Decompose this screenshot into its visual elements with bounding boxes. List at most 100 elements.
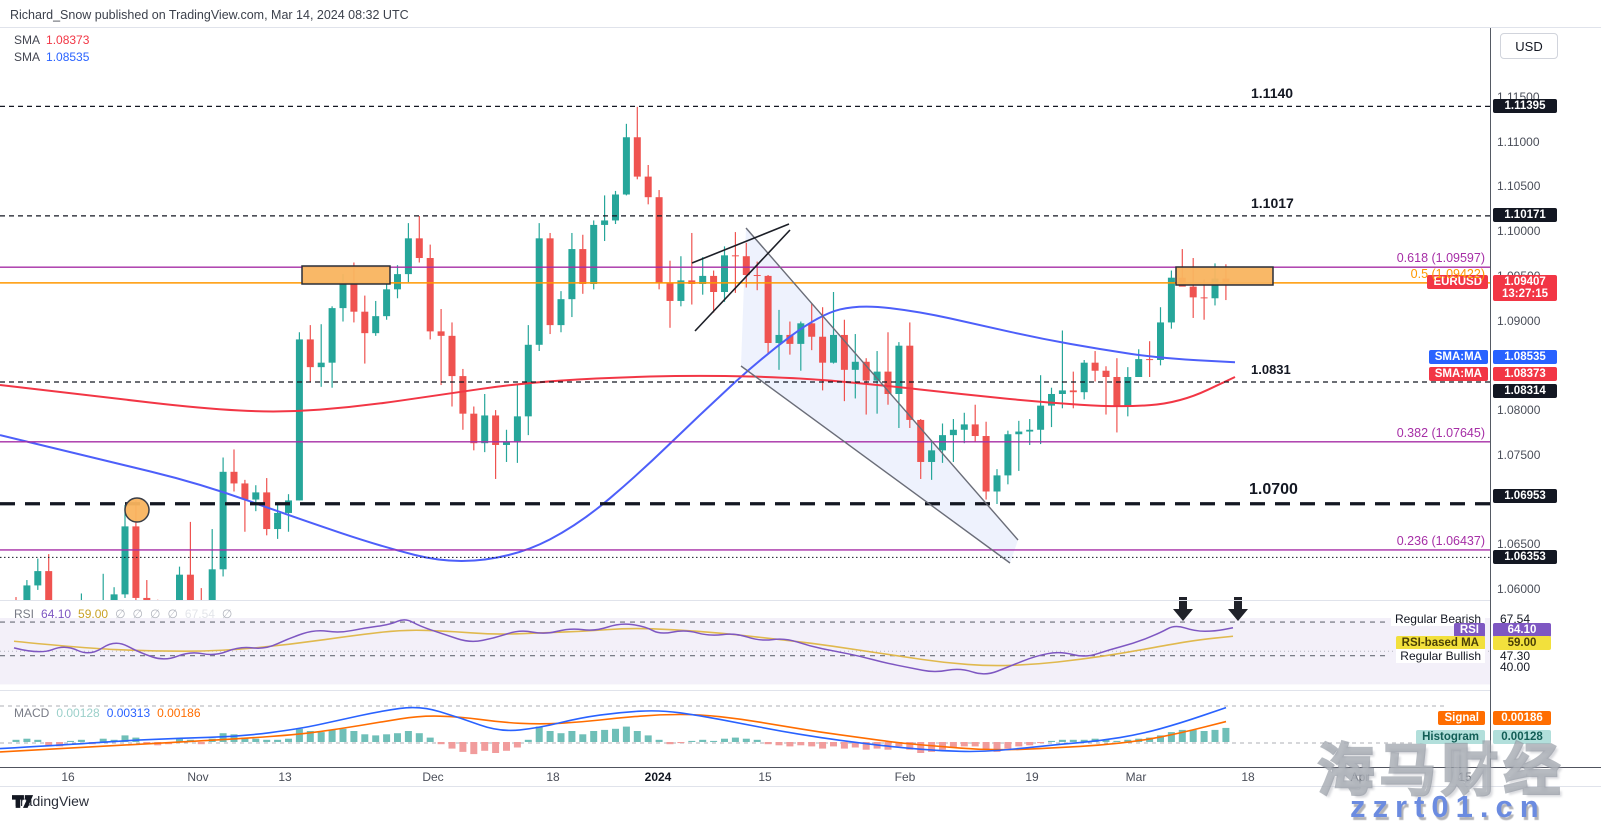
sma-legend-fast[interactable]: SMA 1.08373 [14,33,89,47]
candle [230,449,238,492]
time-axis-border [0,767,1601,768]
descending-channel-fill [741,228,1018,563]
macd-histogram-bar [830,742,837,747]
currency-toggle-button[interactable]: USD [1500,33,1558,59]
macd-histogram-bar [1124,739,1132,742]
candle [982,421,990,500]
macd-histogram-bar [699,739,707,742]
supply-zone-box[interactable] [301,265,391,285]
candle [459,368,467,430]
candle [317,324,325,387]
macd-histogram-bar [317,732,325,742]
macd-histogram-bar [1146,737,1154,742]
candle [1167,270,1175,329]
highlight-circle[interactable] [124,497,150,523]
candle-body [306,339,314,368]
price-scale-tick[interactable]: 1.09000 [1497,313,1541,328]
candle [775,309,783,370]
candle [764,275,772,354]
time-axis-label-18: 18 [546,770,560,784]
candle-body [1037,405,1045,430]
macd-histogram-bar [1015,742,1023,747]
candle [808,303,816,351]
price-scale-tick[interactable]: 1.06500 [1497,537,1541,552]
trendline[interactable] [691,223,790,264]
rsi-value: 64.10 [1493,623,1551,637]
candle [622,123,630,196]
macd-histogram-bar [1178,729,1186,742]
candle-body [176,574,183,600]
macd-histogram-bar [993,742,1001,752]
candle-body [731,255,739,257]
trendline[interactable] [694,229,791,332]
macd-histogram-bar [960,742,968,747]
descending-channel-line[interactable] [740,365,1011,564]
price-scale-tick[interactable]: 1.09500 [1497,268,1541,283]
candle [633,106,641,180]
candle [535,223,543,352]
sma-legend-slow[interactable]: SMA 1.08535 [14,50,89,64]
supply-zone-box[interactable] [1175,266,1274,286]
macd-histogram-bar [677,742,685,744]
macd-line [0,706,1227,753]
macd-histogram-bar [285,738,292,742]
macd-histogram-bar [1189,729,1197,742]
watermark-chinese: 海马财经 [1317,738,1566,804]
candle-body [383,289,391,317]
descending-channel-line[interactable] [745,227,1019,541]
candle-body [884,371,892,394]
candle-body [568,249,576,300]
candle-body [143,597,151,600]
price-scale-tick[interactable]: 1.10000 [1497,224,1541,239]
macd-histogram-bar [906,742,914,750]
candle-body [1113,376,1121,406]
macd-histogram-bar [633,731,641,742]
price-scale-tick[interactable]: 1.11000 [1497,134,1540,149]
macd-histogram-bar [797,742,805,746]
macd-histogram-bar [361,734,369,742]
candle-body [110,594,118,600]
candle [601,195,609,242]
candle [503,429,510,462]
candle-body [426,258,434,332]
price-scale-tick[interactable]: 1.07500 [1497,447,1541,462]
macd-histogram-bar [394,733,401,742]
candle-body [1157,322,1164,360]
candle [426,244,434,340]
macd-histogram-bar [1200,731,1208,742]
candle-body [622,137,630,195]
footer-divider [0,786,1601,787]
macd-histogram-bar [350,731,358,742]
candle [590,220,598,290]
candle [939,423,946,463]
sma-value: 1.08535 [46,50,90,64]
macd-pane[interactable] [0,690,1490,767]
candle-body [263,492,271,530]
price-scale-tick[interactable]: 1.10500 [1497,179,1541,194]
price-scale-tick[interactable]: 1.06000 [1497,581,1541,596]
candle-body [1167,277,1175,323]
candle [34,558,42,590]
macd-histogram-bar [176,738,183,742]
candle [612,190,619,225]
time-axis-label-13: 13 [278,770,292,784]
candle-body [1211,278,1219,299]
macd-histogram-bar [121,735,129,742]
rsi-pane[interactable] [0,597,1490,690]
pane-separator[interactable] [0,600,1490,601]
candle-body [350,282,358,312]
candle [285,494,292,532]
candle-body [535,238,543,345]
tradingview-logo[interactable]: TradingView [12,793,89,809]
candle [1037,375,1045,445]
candle [470,406,478,451]
candle-body [372,316,380,334]
price-scale-tick[interactable]: 1.08000 [1497,403,1541,418]
price-scale-tick[interactable]: 1.11500 [1497,90,1540,104]
main-price-pane[interactable] [0,28,1490,600]
candle [960,412,968,444]
rsi-value: 40.00 [1500,660,1531,674]
candle-body [939,435,946,451]
pane-separator[interactable] [0,690,1490,691]
candle-body [219,471,227,570]
